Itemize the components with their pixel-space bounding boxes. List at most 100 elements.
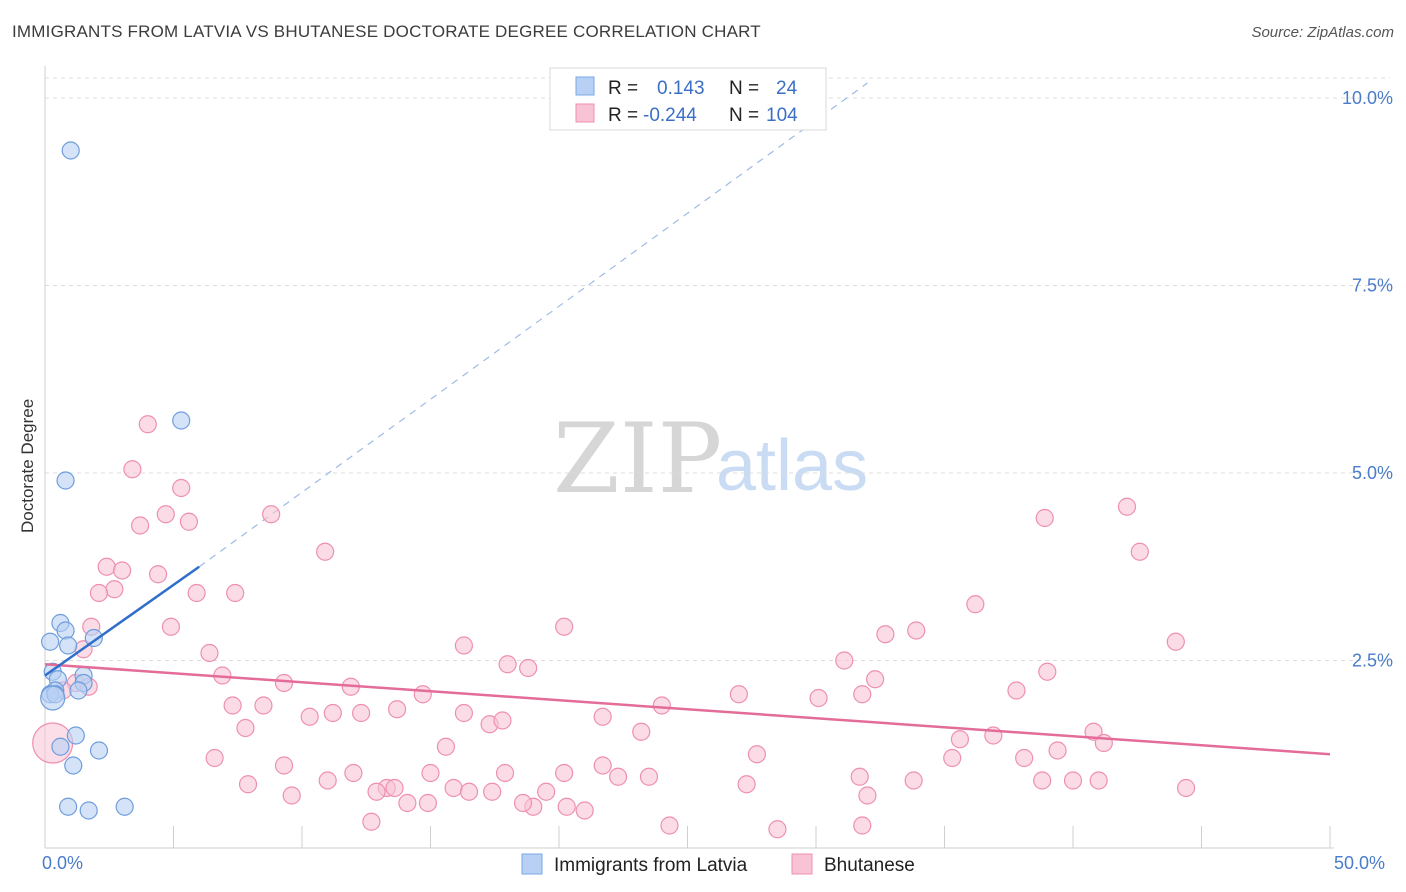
bhutanese-point xyxy=(853,685,872,704)
latvia-point xyxy=(64,756,83,775)
bhutanese-point xyxy=(362,812,381,831)
bhutanese-point xyxy=(593,756,612,775)
y-tick-label-0: 2.5% xyxy=(1352,651,1393,671)
bhutanese-point xyxy=(318,771,337,790)
watermark-zip: ZIP xyxy=(553,403,722,515)
bhutanese-point xyxy=(89,583,109,603)
bhutanese-point xyxy=(483,782,502,801)
bhutanese-point xyxy=(809,688,828,708)
bhutanese-point xyxy=(323,703,342,723)
bhutanese-point xyxy=(575,801,594,820)
bhutanese-point xyxy=(943,748,962,768)
bhutanese-point xyxy=(493,711,512,730)
bhutanese-point xyxy=(876,625,895,644)
bhutanese-point xyxy=(907,621,926,640)
bhutanese-point xyxy=(639,767,659,786)
bhutanese-point xyxy=(454,703,474,723)
trend-lines xyxy=(44,565,1331,756)
bhutanese-point xyxy=(200,643,219,663)
bhutanese-point xyxy=(660,816,679,835)
bhutanese-point xyxy=(367,782,386,801)
bhutanese-point xyxy=(555,763,574,783)
latvia-point xyxy=(59,797,78,816)
bottom-legend-label-latvia: Immigrants from Latvia xyxy=(554,855,748,876)
bhutanese-point xyxy=(97,557,116,576)
latvia-trend-line xyxy=(44,565,200,677)
bhutanese-point xyxy=(254,696,273,715)
bhutanese-point xyxy=(262,505,281,524)
latvia-point xyxy=(51,737,70,756)
bhutanese-point xyxy=(1166,632,1185,651)
bhutanese-point xyxy=(519,658,538,678)
chart-title: IMMIGRANTS FROM LATVIA VS BHUTANESE DOCT… xyxy=(12,22,761,41)
latvia-point xyxy=(69,681,88,700)
y-tick-label-2: 7.5% xyxy=(1352,276,1393,296)
latvia-point xyxy=(79,801,98,820)
bhutanese-point xyxy=(853,816,872,835)
bhutanese-point xyxy=(274,673,294,693)
bhutanese-point xyxy=(187,583,206,603)
latvia-point xyxy=(40,685,66,711)
bhutanese-point xyxy=(652,696,671,715)
bhutanese-point xyxy=(609,767,628,786)
bhutanese-point xyxy=(966,595,985,614)
bhutanese-point xyxy=(835,651,854,670)
bhutanese-point xyxy=(238,775,258,794)
bhutanese-point xyxy=(223,696,242,715)
legend-r-value-1: 0.143 xyxy=(657,78,705,99)
bhutanese-point xyxy=(950,730,970,749)
x-tick-label-min: 0.0% xyxy=(42,853,83,873)
bhutanese-point xyxy=(866,670,885,689)
bhutanese-point xyxy=(344,763,363,783)
bhutanese-point xyxy=(123,460,142,479)
bhutanese-point xyxy=(1130,542,1149,561)
legend-n-label-1: N = xyxy=(729,78,759,99)
bhutanese-point xyxy=(444,778,463,798)
legend-n-value-2: 104 xyxy=(766,105,798,126)
bhutanese-point xyxy=(112,561,132,580)
latvia-point xyxy=(59,636,78,655)
bhutanese-point xyxy=(768,820,787,839)
x-tick-label-max: 50.0% xyxy=(1334,853,1385,873)
gridlines xyxy=(45,77,1390,661)
legend-swatch-latvia xyxy=(575,76,595,96)
bhutanese-point xyxy=(904,771,923,790)
bhutanese-point xyxy=(593,707,612,726)
legend-swatch-bhutanese xyxy=(575,103,595,123)
series-legend: Immigrants from Latvia Bhutanese xyxy=(521,853,915,876)
latvia-point xyxy=(172,411,191,430)
bhutanese-point xyxy=(495,763,515,783)
bhutanese-point xyxy=(737,775,756,794)
source-label: Source: ZipAtlas.com xyxy=(1251,24,1394,41)
bhutanese-point xyxy=(513,793,533,813)
bottom-legend-swatch-latvia xyxy=(521,853,543,875)
bhutanese-point xyxy=(1048,741,1067,760)
bhutanese-point xyxy=(148,565,168,584)
bhutanese-point xyxy=(436,737,456,756)
bhutanese-point xyxy=(1015,748,1034,768)
bhutanese-point xyxy=(179,512,199,531)
bhutanese-point xyxy=(161,617,181,636)
legend-n-value-1: 24 xyxy=(776,78,798,99)
bhutanese-point xyxy=(1038,662,1057,681)
bhutanese-point xyxy=(130,516,150,535)
latvia-point xyxy=(84,628,103,648)
bottom-legend-label-bhutanese: Bhutanese xyxy=(824,855,915,876)
bhutanese-point xyxy=(385,778,404,798)
bhutanese-point xyxy=(172,478,191,498)
bhutanese-point xyxy=(105,580,124,599)
bhutanese-point xyxy=(1176,778,1196,798)
bhutanese-point xyxy=(236,718,255,738)
latvia-point xyxy=(115,797,134,816)
latvia-point xyxy=(61,141,80,160)
legend-r-value-2: -0.244 xyxy=(643,105,697,126)
latvia-point xyxy=(56,621,75,640)
bhutanese-point xyxy=(555,617,574,636)
bottom-legend-swatch-bhutanese xyxy=(791,853,813,875)
bhutanese-point xyxy=(156,505,175,524)
legend-n-label-2: N = xyxy=(729,105,759,126)
bhutanese-point xyxy=(747,745,766,764)
latvia-point xyxy=(89,741,109,760)
bhutanese-point xyxy=(1117,497,1137,516)
bhutanese-point xyxy=(418,793,438,813)
